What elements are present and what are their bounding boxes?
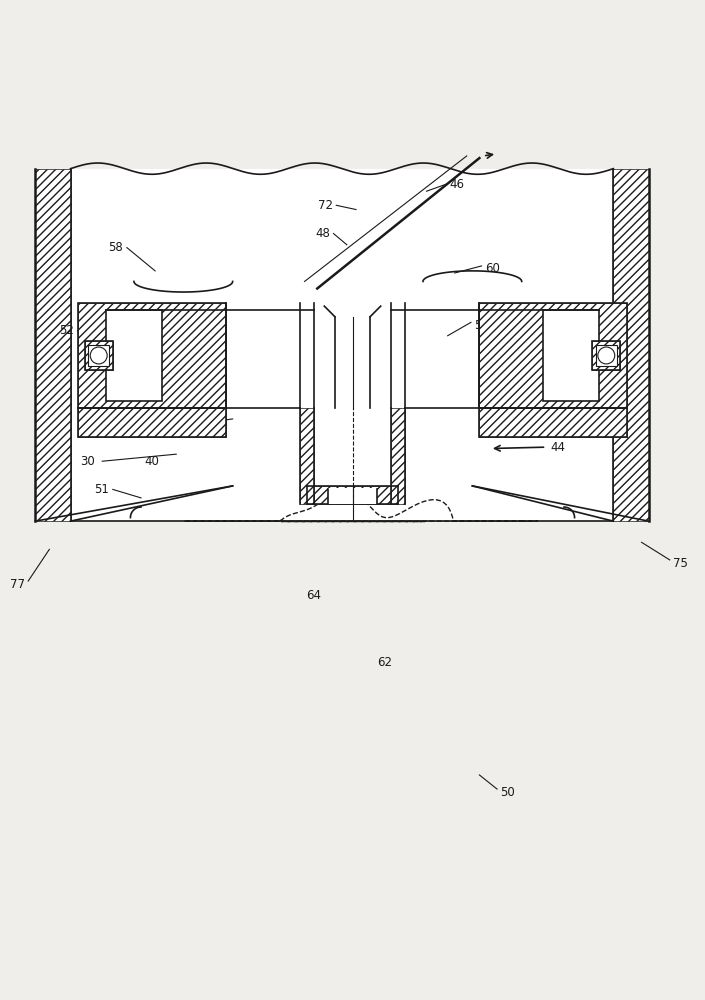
Bar (78, 303, 226, 408)
Text: 45: 45 (123, 403, 137, 416)
Bar (592, 341, 620, 370)
Text: 54: 54 (157, 384, 171, 397)
Text: 48: 48 (315, 227, 330, 240)
Bar (479, 408, 627, 437)
Bar (596, 345, 617, 366)
Bar (300, 408, 314, 504)
Bar (85, 341, 113, 370)
Text: 46: 46 (450, 178, 465, 191)
Text: 50: 50 (501, 786, 515, 799)
Bar (106, 310, 162, 401)
Text: 75: 75 (673, 557, 688, 570)
Text: 58: 58 (109, 241, 123, 254)
Text: 58: 58 (474, 319, 489, 332)
Text: 52: 52 (59, 324, 74, 337)
Bar (78, 408, 226, 437)
Bar (78, 408, 226, 437)
Bar (85, 341, 113, 370)
Bar (70, 169, 613, 521)
Bar (479, 303, 627, 408)
Bar (35, 169, 70, 521)
Text: 42: 42 (165, 419, 180, 432)
Bar (391, 408, 405, 504)
Bar (592, 341, 620, 370)
Text: 62: 62 (377, 656, 392, 669)
Bar (307, 486, 398, 504)
Text: 64: 64 (306, 589, 321, 602)
Text: 77: 77 (10, 578, 25, 591)
Bar (328, 488, 377, 504)
Bar (314, 408, 391, 504)
Text: 72: 72 (318, 199, 333, 212)
Bar (613, 169, 649, 521)
Bar (479, 303, 627, 408)
Text: 60: 60 (485, 262, 500, 275)
Text: 56: 56 (99, 384, 114, 397)
Text: 40: 40 (145, 455, 159, 468)
Bar (479, 408, 627, 437)
Bar (543, 310, 599, 401)
Bar (88, 345, 109, 366)
Bar (78, 303, 226, 408)
Text: 30: 30 (80, 455, 95, 468)
Text: 44: 44 (550, 441, 565, 454)
Text: 51: 51 (94, 483, 109, 496)
